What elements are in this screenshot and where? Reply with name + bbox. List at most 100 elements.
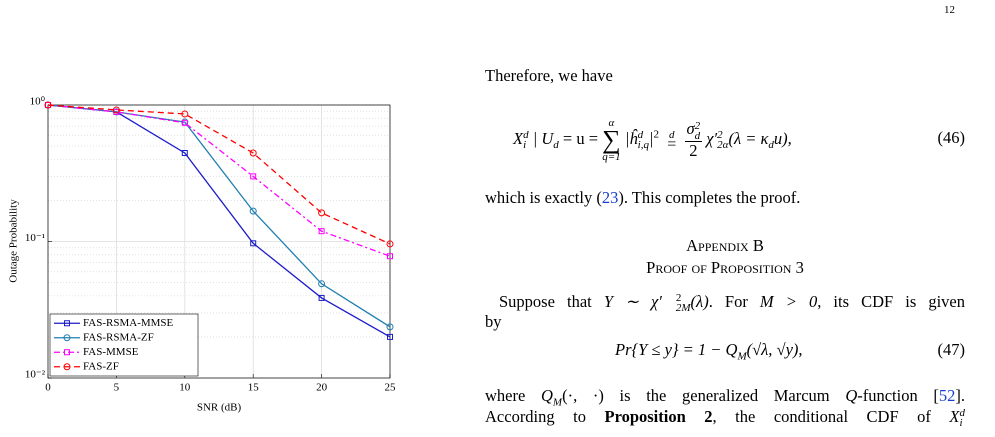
math: 2 [653,128,660,141]
marker [318,209,326,217]
math: (λ) [690,292,709,311]
marker [318,294,325,301]
math: i,q [637,139,649,151]
math: d [637,129,644,141]
text: , the conditional CDF of [712,407,950,426]
paragraph-line: by [485,312,502,331]
math: (λ = κ [728,128,769,148]
math: |ĥ [624,128,638,148]
text: which is exactly ( [485,188,602,207]
math: Pr{Y ≤ y} = 1 − Q [615,340,738,359]
marker [250,173,257,180]
paragraph-line: where QM(·, ·) is the generalized Marcum… [485,386,965,412]
paragraph: Therefore, we have [485,66,613,85]
math: σ [686,119,695,139]
x-tick-label: 15 [248,382,260,394]
y-tick-label: 10⁻² [25,369,46,381]
text: -function [ [857,386,939,405]
legend-marker [64,349,70,356]
appendix-title: Appendix B [686,236,764,255]
marker [249,207,257,215]
legend-marker [63,334,71,342]
math: χ′ [706,128,718,148]
x-tick-label: 10 [179,382,191,394]
math: 2α [717,139,729,151]
series-line [47,104,391,257]
page-number: 12 [944,4,955,16]
math: 2 [717,129,723,141]
marker [386,323,394,331]
marker [44,101,52,109]
marker [250,240,257,247]
legend-label: FAS-RSMA-MMSE [83,317,174,329]
marker [181,149,188,156]
marker [181,110,189,118]
appendix-subtitle: Proof of Proposition 3 [646,258,804,277]
paragraph: which is exactly (23). This completes th… [485,188,965,208]
text: . For [708,292,760,311]
math: d [669,129,675,141]
marker [387,333,393,340]
legend-marker [64,320,70,327]
math: M [552,396,563,409]
math: (√λ, √y), [746,340,803,359]
math: i [959,417,963,430]
equation-number: (47) [937,340,966,359]
marker [318,280,326,288]
math: 2 [694,119,701,132]
math: q=1 [602,151,621,163]
math: = [667,136,677,153]
legend-box [49,313,199,377]
math: X [513,128,524,148]
text: is the generalized Marcum [603,386,846,405]
equation-number: (46) [937,128,966,147]
math: X [949,407,960,426]
math: ∑ [602,125,621,154]
text: where [485,386,541,405]
x-tick-label: 0 [45,382,51,394]
text: According to [485,407,605,426]
math: Q [540,386,553,405]
text: Suppose that [499,292,604,311]
bold-text: Proposition 2 [604,407,713,426]
math: = u = [558,128,603,148]
math: 2 [675,292,682,305]
chart: Outage Probability SNR (dB) 0 5 10 15 20 25 10… [8,96,397,414]
paragraph-line: Suppose that Y ∼ χ′ 2 2M (λ). For M > 0, it… [485,292,965,315]
math: d [553,139,559,152]
reference-link[interactable]: 52 [938,386,956,405]
x-axis-label: SNR (dB) [197,402,242,414]
y-tick-label: 10⁰ [30,96,46,108]
math: M [737,350,747,363]
marker [181,119,188,126]
math: u), [773,128,792,148]
legend-label: FAS-ZF [83,360,119,372]
math: α [608,117,615,129]
math: Y ∼ χ′ [603,292,662,311]
text: ). This completes the proof. [618,188,801,207]
legend-label: FAS-RSMA-ZF [83,331,154,343]
marker [387,253,393,260]
math: d [959,407,966,420]
axes-frame [47,104,391,379]
text: ]. [955,386,966,405]
math: Q [845,386,858,405]
y-tick-label: 10⁻¹ [25,232,45,244]
legend-label: FAS-MMSE [83,346,139,358]
x-tick-label: 5 [114,382,120,394]
math: M > 0 [759,292,818,311]
marker [249,149,257,157]
math: 2M [675,302,691,315]
x-tick-label: 20 [316,382,328,394]
x-tick-label: 25 [385,382,397,394]
math: d [523,129,529,141]
marker [318,228,325,235]
math: d [694,129,701,142]
math: (·, ·) [562,386,604,405]
paragraph-line: According to Proposition 2, the conditio… [485,407,966,430]
y-axis-label: Outage Probability [8,199,20,283]
reference-link[interactable]: 23 [601,188,619,207]
math: 2 [689,140,698,160]
